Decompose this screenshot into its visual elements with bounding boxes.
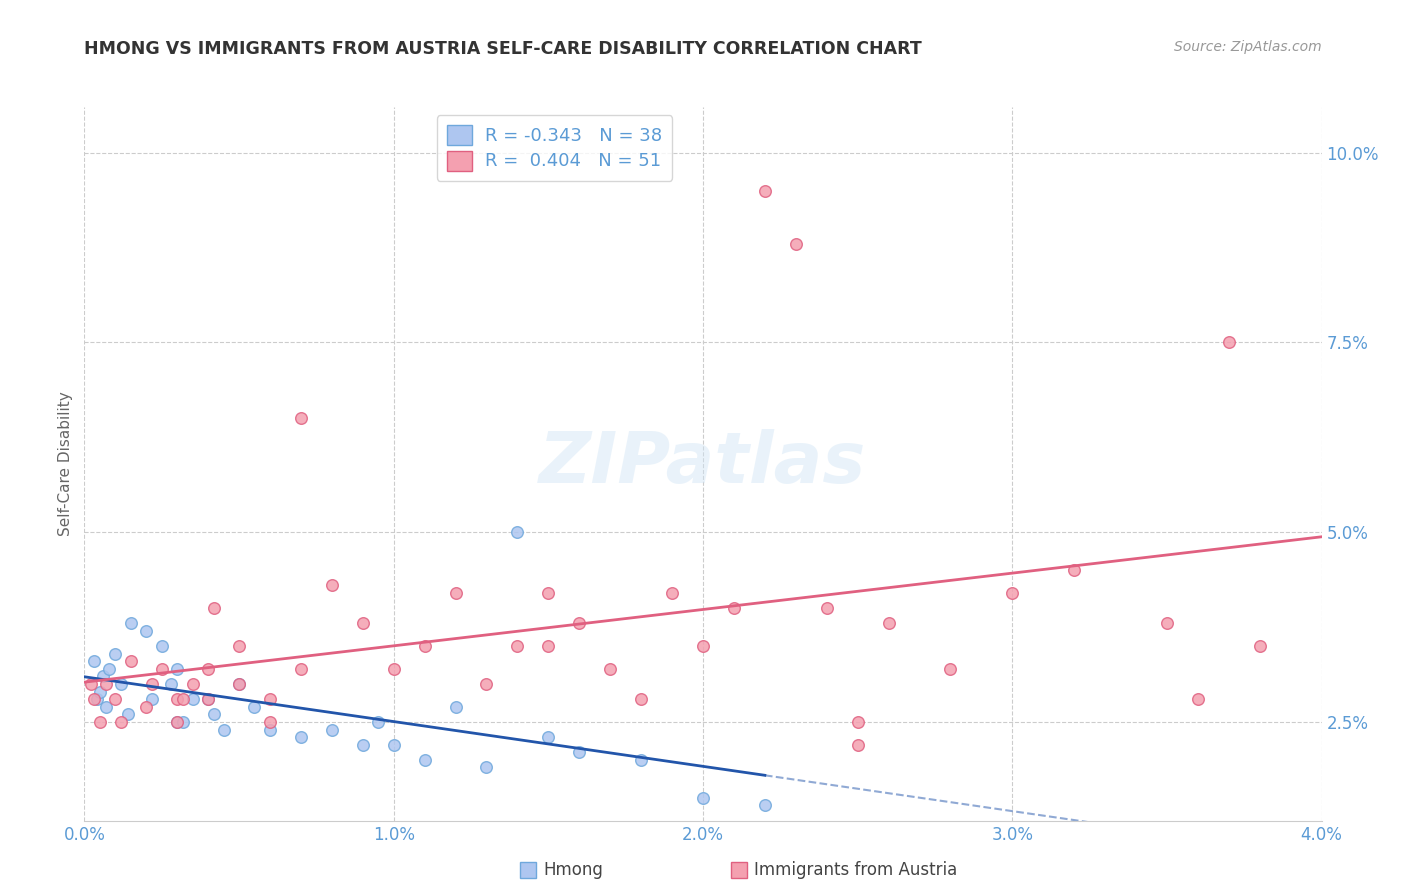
Text: ZIPatlas: ZIPatlas xyxy=(540,429,866,499)
Point xyxy=(141,692,163,706)
Point xyxy=(413,753,436,767)
Point xyxy=(202,707,225,722)
Point xyxy=(197,692,219,706)
Point xyxy=(228,639,250,653)
Text: Hmong: Hmong xyxy=(543,861,603,879)
Point xyxy=(228,677,250,691)
Point xyxy=(160,677,183,691)
Point xyxy=(141,677,163,691)
Point xyxy=(1218,335,1240,350)
Text: Source: ZipAtlas.com: Source: ZipAtlas.com xyxy=(1174,40,1322,54)
Point xyxy=(91,669,114,683)
Point xyxy=(630,753,652,767)
Point xyxy=(367,714,389,729)
Point xyxy=(98,662,121,676)
Point xyxy=(135,699,157,714)
Point xyxy=(846,738,869,752)
Point xyxy=(321,723,343,737)
Point xyxy=(83,654,105,668)
Point xyxy=(110,714,132,729)
Point xyxy=(166,714,188,729)
Point xyxy=(172,692,194,706)
Point xyxy=(290,411,312,425)
Y-axis label: Self-Care Disability: Self-Care Disability xyxy=(58,392,73,536)
Point xyxy=(117,707,139,722)
Point xyxy=(846,714,869,729)
Point xyxy=(321,578,343,592)
Point xyxy=(754,798,776,813)
Point xyxy=(754,184,776,198)
Point xyxy=(181,692,204,706)
Point xyxy=(475,760,498,774)
Point xyxy=(444,586,467,600)
Point xyxy=(166,662,188,676)
Point xyxy=(352,616,374,631)
Point xyxy=(89,714,111,729)
Point xyxy=(86,692,108,706)
Point xyxy=(630,692,652,706)
Point xyxy=(1156,616,1178,631)
Point xyxy=(166,692,188,706)
Point xyxy=(79,677,101,691)
Text: Immigrants from Austria: Immigrants from Austria xyxy=(754,861,957,879)
Point xyxy=(290,662,312,676)
Point xyxy=(212,723,235,737)
Point xyxy=(537,730,560,744)
Point xyxy=(382,738,405,752)
Point xyxy=(939,662,962,676)
Point xyxy=(259,692,281,706)
Point xyxy=(197,692,219,706)
Point xyxy=(150,662,173,676)
Point xyxy=(202,601,225,615)
Point xyxy=(166,714,188,729)
Point xyxy=(290,730,312,744)
Point xyxy=(785,236,807,251)
Point xyxy=(259,723,281,737)
Point xyxy=(382,662,405,676)
Point xyxy=(94,699,117,714)
Point xyxy=(537,639,560,653)
Point xyxy=(120,654,142,668)
Point xyxy=(228,677,250,691)
Point xyxy=(1001,586,1024,600)
Point xyxy=(89,684,111,698)
Text: HMONG VS IMMIGRANTS FROM AUSTRIA SELF-CARE DISABILITY CORRELATION CHART: HMONG VS IMMIGRANTS FROM AUSTRIA SELF-CA… xyxy=(84,40,922,58)
Point xyxy=(475,677,498,691)
Point xyxy=(568,616,591,631)
Point xyxy=(506,639,529,653)
Point xyxy=(352,738,374,752)
Legend: R = -0.343   N = 38, R =  0.404   N = 51: R = -0.343 N = 38, R = 0.404 N = 51 xyxy=(437,115,672,180)
Point xyxy=(877,616,900,631)
Point xyxy=(197,662,219,676)
Point xyxy=(692,790,714,805)
Point xyxy=(692,639,714,653)
Point xyxy=(104,692,127,706)
Point xyxy=(815,601,838,615)
Point xyxy=(599,662,621,676)
Point xyxy=(243,699,266,714)
Point xyxy=(537,586,560,600)
Point xyxy=(83,692,105,706)
Point xyxy=(110,677,132,691)
Point xyxy=(150,639,173,653)
Point xyxy=(259,714,281,729)
Point xyxy=(120,616,142,631)
Point xyxy=(506,525,529,540)
Point xyxy=(1063,563,1085,577)
Point xyxy=(444,699,467,714)
Point xyxy=(104,647,127,661)
Point xyxy=(661,586,683,600)
Point xyxy=(723,601,745,615)
Point xyxy=(568,745,591,759)
Point xyxy=(94,677,117,691)
Point xyxy=(1187,692,1209,706)
Point xyxy=(1249,639,1271,653)
Point xyxy=(181,677,204,691)
Point xyxy=(135,624,157,638)
Point xyxy=(172,714,194,729)
Point xyxy=(413,639,436,653)
